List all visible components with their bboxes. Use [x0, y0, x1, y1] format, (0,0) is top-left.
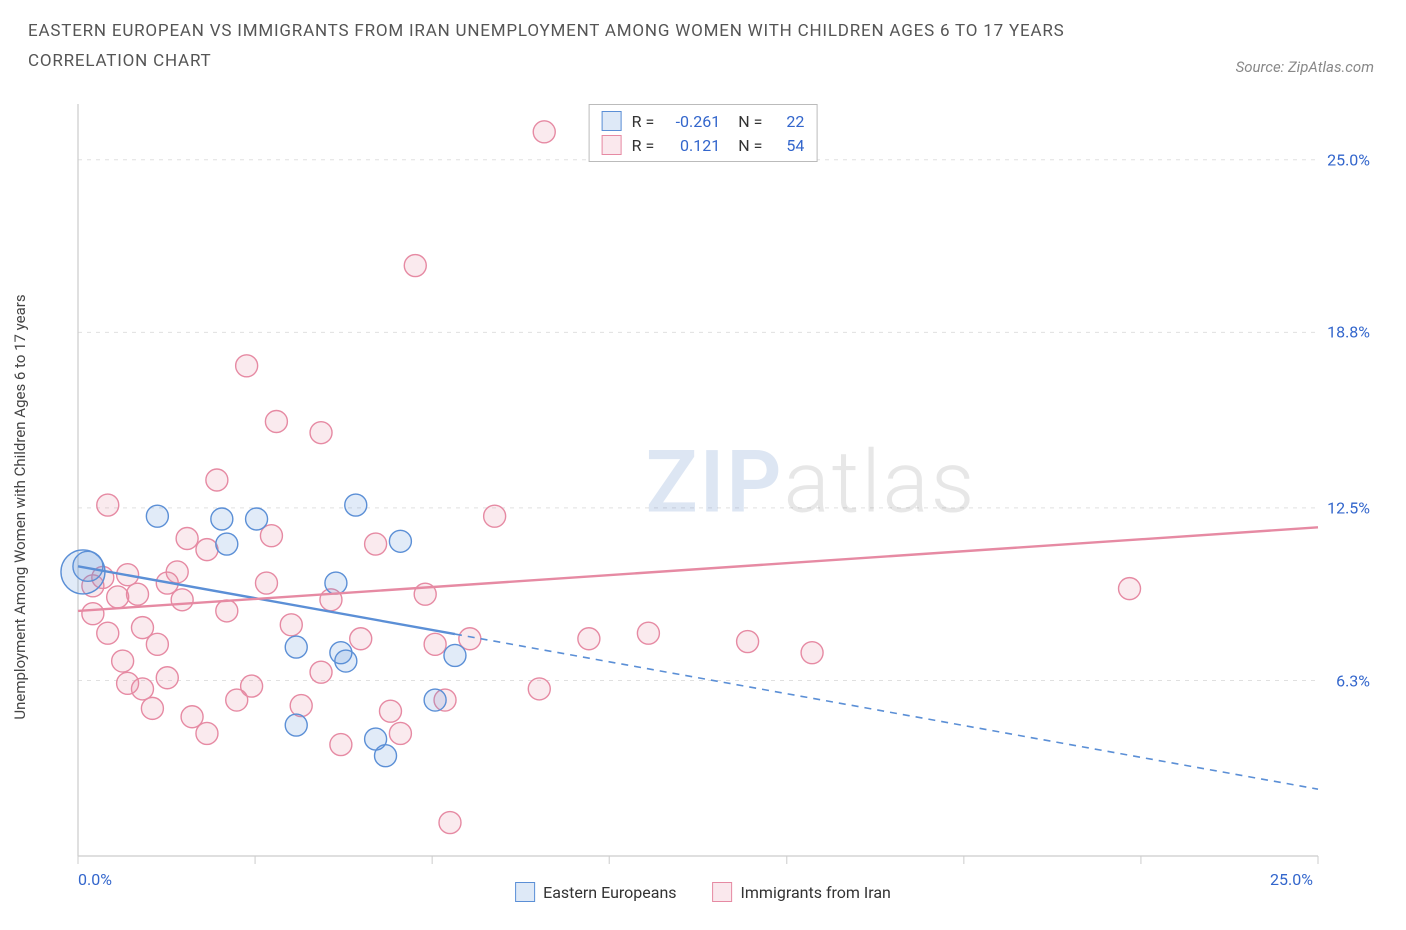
legend-item: Eastern Europeans [515, 882, 676, 902]
source-label: Source: ZipAtlas.com [1236, 58, 1374, 76]
chart-title: EASTERN EUROPEAN VS IMMIGRANTS FROM IRAN… [28, 18, 1378, 45]
y-axis-label: Unemployment Among Women with Children A… [11, 294, 29, 719]
legend-swatch [515, 882, 535, 902]
legend-label: Eastern Europeans [543, 883, 676, 902]
legend-item: Immigrants from Iran [713, 882, 891, 902]
chart-subtitle: CORRELATION CHART [28, 51, 1378, 71]
stat-n-label: N = [738, 112, 762, 131]
stats-row: R = -0.261 N = 22 [602, 109, 805, 133]
series-swatch [602, 135, 622, 155]
stat-r-value: -0.261 [664, 112, 720, 131]
y-tick-label: 12.5% [1327, 498, 1370, 517]
y-tick-label: 18.8% [1327, 323, 1370, 342]
y-tick-label: 25.0% [1327, 150, 1370, 169]
stat-n-label: N = [738, 136, 762, 155]
chart-area: Unemployment Among Women with Children A… [28, 92, 1378, 904]
series-legend: Eastern Europeans Immigrants from Iran [515, 882, 891, 902]
stat-r-value: 0.121 [664, 136, 720, 155]
stat-r-label: R = [632, 112, 655, 131]
series-swatch [602, 111, 622, 131]
correlation-stats-box: R = -0.261 N = 22 R = 0.121 N = 54 [589, 104, 818, 162]
stats-row: R = 0.121 N = 54 [602, 133, 805, 157]
legend-swatch [713, 882, 733, 902]
stat-r-label: R = [632, 136, 655, 155]
x-axis-max-label: 25.0% [1270, 870, 1313, 889]
y-tick-label: 6.3% [1336, 671, 1370, 690]
legend-label: Immigrants from Iran [741, 883, 891, 902]
stat-n-value: 54 [772, 136, 804, 155]
stat-n-value: 22 [772, 112, 804, 131]
x-axis-min-label: 0.0% [78, 870, 112, 889]
scatter-plot [28, 92, 1378, 904]
